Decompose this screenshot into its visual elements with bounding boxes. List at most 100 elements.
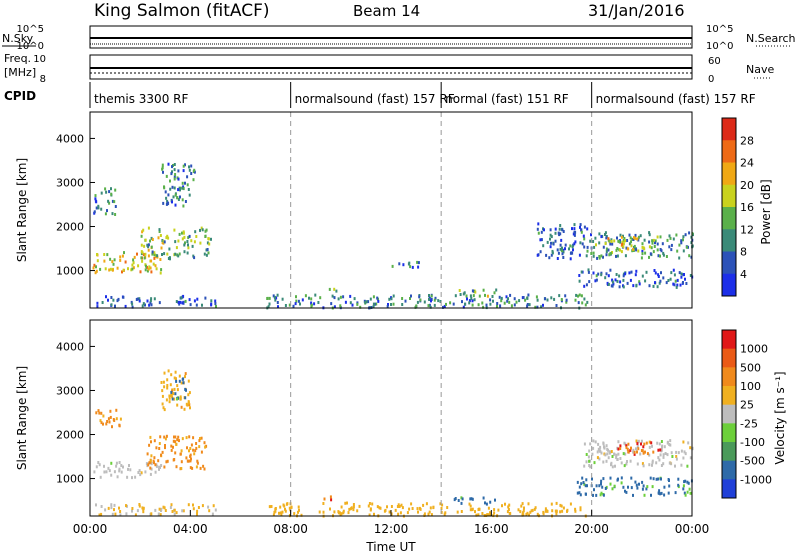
heatmap-cell (138, 504, 141, 508)
heatmap-cell (386, 505, 388, 509)
heatmap-cell (339, 295, 342, 299)
heatmap-cell (375, 302, 378, 306)
heatmap-cell (641, 487, 644, 491)
heatmap-cell (680, 239, 683, 243)
heatmap-cell (182, 204, 185, 208)
heatmap-cell (111, 512, 114, 516)
heatmap-cell (637, 440, 640, 444)
heatmap-cell (468, 301, 471, 305)
heatmap-cell (98, 411, 101, 415)
heatmap-cell (163, 186, 166, 190)
heatmap-cell (158, 467, 160, 471)
heatmap-cell (406, 511, 409, 515)
heatmap-cell (632, 450, 635, 454)
heatmap-cell (652, 250, 655, 254)
heatmap-cell (674, 464, 676, 468)
heatmap-cell (684, 233, 687, 237)
heatmap-cell (583, 482, 586, 486)
heatmap-cell (199, 241, 202, 245)
heatmap-cell (668, 234, 671, 238)
heatmap-cell (460, 496, 463, 500)
cpid-segment-label: themis 3300 RF (94, 92, 188, 106)
heatmap-cell (141, 259, 144, 263)
heatmap-cell (542, 303, 544, 307)
heatmap-cell (605, 250, 608, 254)
heatmap-cell (628, 271, 631, 275)
heatmap-cell (180, 467, 183, 470)
heatmap-cell (195, 235, 198, 238)
heatmap-cell (148, 443, 151, 447)
cpid-segment-label: normalsound (fast) 157 RF (596, 92, 756, 106)
heatmap-cell (176, 438, 179, 442)
heatmap-cell (530, 509, 533, 513)
heatmap-cell (410, 294, 412, 298)
y-tick-label: 2000 (56, 429, 84, 442)
heatmap-cell (183, 243, 186, 247)
heatmap-cell (662, 453, 665, 457)
heatmap-cell (588, 459, 591, 463)
heatmap-cell (130, 268, 133, 272)
heatmap-cell (678, 271, 681, 275)
heatmap-cell (641, 245, 644, 249)
heatmap-cell (308, 296, 310, 300)
heatmap-cell (409, 297, 411, 300)
heatmap-cell (184, 396, 187, 400)
heatmap-cell (461, 300, 463, 304)
heatmap-cell (625, 444, 628, 448)
heatmap-cell (468, 299, 471, 303)
heatmap-cell (163, 465, 166, 469)
heatmap-cell (179, 195, 181, 199)
heatmap-cell (272, 294, 275, 298)
colorbar-tick-label: 4 (740, 268, 747, 281)
heatmap-cell (188, 435, 191, 439)
heatmap-cell (188, 165, 190, 169)
heatmap-cell (171, 165, 173, 169)
heatmap-cell (622, 278, 625, 282)
heatmap-cell (506, 510, 509, 514)
heatmap-cell (160, 268, 163, 272)
heatmap-cell (417, 265, 420, 269)
heatmap-cell (458, 289, 461, 292)
heatmap-cell (164, 437, 167, 441)
heatmap-cell (614, 278, 617, 282)
heatmap-cell (620, 461, 623, 465)
heatmap-cell (627, 450, 630, 453)
heatmap-cell (161, 389, 164, 393)
heatmap-cell (576, 491, 579, 495)
colorbar-swatch (722, 162, 736, 186)
heatmap-cell (417, 261, 420, 265)
heatmap-cell (193, 452, 196, 456)
heatmap-cell (169, 383, 172, 387)
heatmap-cell (634, 236, 637, 240)
heatmap-cell (656, 441, 659, 445)
heatmap-cell (208, 242, 211, 246)
heatmap-cell (607, 237, 610, 241)
heatmap-cell (579, 223, 582, 227)
heatmap-cell (174, 392, 177, 396)
heatmap-cell (677, 477, 680, 481)
heatmap-cell (154, 508, 157, 512)
heatmap-cell (181, 377, 184, 381)
heatmap-cell (111, 199, 114, 203)
heatmap-cell (154, 463, 157, 467)
heatmap-cell (619, 248, 621, 252)
heatmap-cell (189, 466, 192, 470)
heatmap-cell (288, 303, 291, 307)
heatmap-cell (588, 280, 591, 284)
heatmap-cell (427, 512, 430, 516)
heatmap-cell (150, 462, 153, 466)
colorbar-tick-label: -1000 (740, 473, 772, 486)
heatmap-cell (628, 242, 631, 246)
heatmap-cell (107, 417, 110, 421)
heatmap-cell (684, 479, 687, 483)
colorbar-tick-label: 500 (740, 361, 761, 374)
heatmap-cell (109, 415, 112, 419)
heatmap-cell (177, 198, 180, 201)
heatmap-cell (583, 237, 586, 241)
heatmap-cell (507, 508, 510, 511)
heatmap-cell (162, 201, 165, 205)
heatmap-cell (505, 295, 508, 299)
heatmap-cell (92, 266, 95, 270)
heatmap-cell (173, 163, 176, 166)
